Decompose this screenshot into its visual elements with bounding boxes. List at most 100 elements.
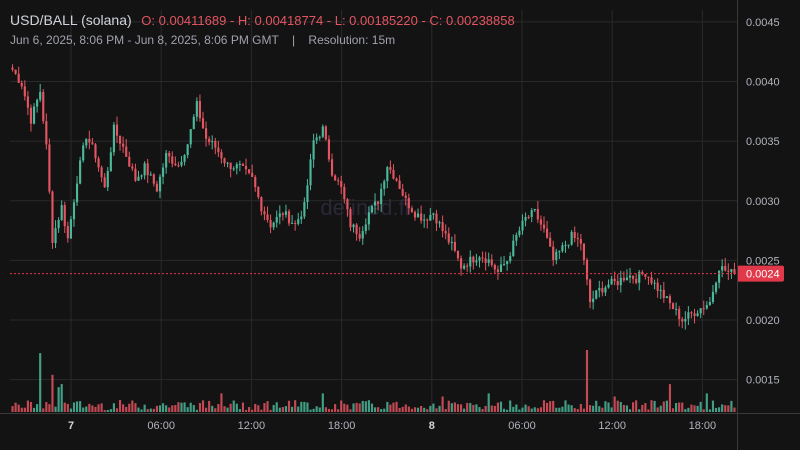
volume-bar (309, 409, 312, 412)
volume-bar (459, 404, 463, 412)
candle-body (518, 230, 521, 235)
volume-bar (441, 396, 444, 412)
volume-bar (165, 405, 168, 412)
candle-body (499, 264, 503, 272)
candle-body (63, 205, 66, 227)
candle-body (690, 312, 693, 314)
candle-body (441, 222, 444, 232)
candle-body (380, 188, 383, 205)
candle-body (625, 277, 629, 281)
candle-body (183, 155, 186, 162)
volume-bar (198, 402, 202, 412)
candle-body (14, 69, 17, 74)
volume-bar (300, 401, 303, 412)
volume-bar (484, 405, 487, 412)
candle-body (327, 139, 331, 160)
volume-bar (708, 409, 711, 412)
volume-bar (122, 404, 125, 412)
candle-body (125, 146, 128, 157)
candle-body (161, 167, 165, 177)
volume-bar (275, 402, 278, 412)
candle-body (29, 107, 33, 124)
candle-body (576, 238, 579, 240)
volume-bar (97, 404, 100, 412)
volume-bar (269, 409, 272, 412)
candle-body (647, 276, 650, 278)
volume-bar (134, 403, 137, 412)
volume-bar (653, 400, 656, 412)
volume-bar (131, 400, 134, 412)
volume-bar (146, 409, 149, 412)
candle-body (42, 91, 45, 122)
volume-bar (469, 403, 472, 412)
volume-bar (260, 409, 263, 412)
candle-body (721, 266, 724, 271)
candle-body (208, 138, 211, 143)
candle-body (702, 308, 705, 310)
candle-body (708, 302, 711, 306)
candle-body (186, 144, 189, 156)
volume-bar (521, 407, 524, 412)
candle-body (238, 163, 241, 165)
candle-body (564, 245, 567, 247)
candle-body (496, 269, 499, 272)
volume-bar (696, 405, 699, 412)
candle-body (475, 260, 478, 263)
candle-body (146, 163, 149, 176)
volume-bar (518, 409, 521, 412)
candle-body (601, 288, 604, 293)
candle-body (248, 169, 251, 173)
volume-bar (72, 402, 76, 412)
candle-body (171, 156, 174, 164)
candle-body (118, 135, 122, 144)
volume-bar (432, 403, 435, 412)
volume-bar (88, 403, 91, 412)
candle-body (303, 202, 306, 217)
volume-bar (63, 402, 66, 412)
volume-bar (168, 407, 171, 412)
candle-body (490, 259, 493, 265)
candle-body (730, 269, 733, 272)
volume-bar (545, 402, 549, 412)
candle-body (291, 222, 294, 224)
volume-bar (85, 406, 88, 412)
candle-body (85, 138, 88, 146)
volume-bar (426, 409, 429, 412)
candle-body (143, 163, 146, 176)
candle-body (530, 210, 533, 218)
candle-body (204, 128, 208, 139)
volume-bar (367, 400, 370, 412)
candle-body (149, 174, 152, 176)
candle-body (696, 313, 699, 317)
candle-body (343, 186, 346, 200)
candle-body (137, 176, 140, 181)
candle-body (656, 282, 659, 291)
volume-bar (496, 402, 499, 412)
volume-bar (149, 408, 152, 412)
volume-bar (201, 400, 205, 412)
candle-body (401, 189, 404, 196)
candle-body (628, 275, 632, 278)
volume-bar (220, 393, 223, 412)
volume-bar (42, 408, 45, 412)
volume-bar (410, 408, 413, 412)
volume-bar (598, 406, 601, 412)
candle-body (616, 281, 619, 286)
volume-bar (26, 400, 29, 412)
candle-body (32, 106, 36, 124)
volume-bar (241, 402, 245, 412)
volume-bar (364, 401, 367, 412)
volume-bar (690, 404, 693, 412)
volume-bar (730, 400, 733, 412)
volume-bar (287, 400, 291, 412)
volume-bar (662, 401, 665, 412)
candle-body (66, 226, 69, 239)
current-price-label: 0.0024 (746, 269, 780, 281)
volume-bar (530, 408, 533, 412)
volume-bar (401, 406, 404, 412)
volume-bar (103, 409, 106, 412)
candle-body (604, 287, 607, 293)
volume-bar (576, 409, 579, 412)
candle-body (589, 279, 592, 303)
